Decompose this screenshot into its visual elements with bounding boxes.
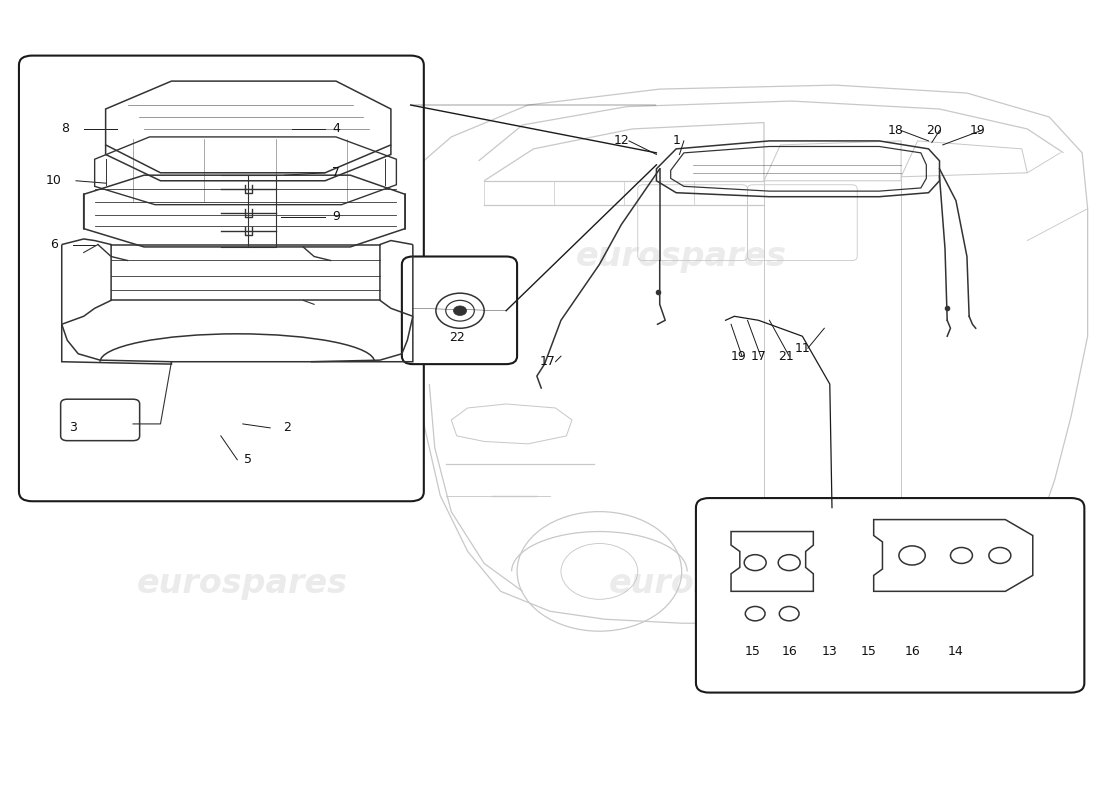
FancyBboxPatch shape xyxy=(19,56,424,502)
Text: 19: 19 xyxy=(970,124,986,137)
Text: 19: 19 xyxy=(730,350,747,362)
FancyBboxPatch shape xyxy=(696,498,1085,693)
Text: 11: 11 xyxy=(794,342,811,354)
FancyBboxPatch shape xyxy=(402,257,517,364)
Text: 12: 12 xyxy=(614,134,629,147)
Text: 16: 16 xyxy=(904,645,920,658)
Text: 15: 15 xyxy=(745,645,761,658)
Text: 8: 8 xyxy=(60,122,69,135)
Text: eurospares: eurospares xyxy=(138,567,349,600)
Text: 18: 18 xyxy=(888,124,903,137)
Text: 16: 16 xyxy=(781,645,798,658)
Text: 6: 6 xyxy=(51,238,58,251)
Text: eurospares: eurospares xyxy=(576,240,788,273)
Text: 5: 5 xyxy=(244,454,252,466)
Text: 17: 17 xyxy=(750,350,767,362)
Text: eurospares: eurospares xyxy=(609,567,821,600)
Text: 7: 7 xyxy=(332,166,340,179)
Text: 13: 13 xyxy=(822,645,838,658)
Text: 10: 10 xyxy=(46,174,62,187)
Text: 15: 15 xyxy=(860,645,876,658)
Text: 9: 9 xyxy=(332,210,340,223)
Text: 2: 2 xyxy=(283,422,290,434)
Text: 21: 21 xyxy=(778,350,794,362)
FancyBboxPatch shape xyxy=(60,399,140,441)
Text: 17: 17 xyxy=(540,355,556,368)
Text: 22: 22 xyxy=(449,331,464,344)
Text: 14: 14 xyxy=(948,645,964,658)
Text: 20: 20 xyxy=(926,124,942,137)
Text: 4: 4 xyxy=(332,122,340,135)
Text: 3: 3 xyxy=(69,422,77,434)
Circle shape xyxy=(453,306,466,315)
Text: eurospares: eurospares xyxy=(138,240,349,273)
Text: 1: 1 xyxy=(672,134,680,147)
